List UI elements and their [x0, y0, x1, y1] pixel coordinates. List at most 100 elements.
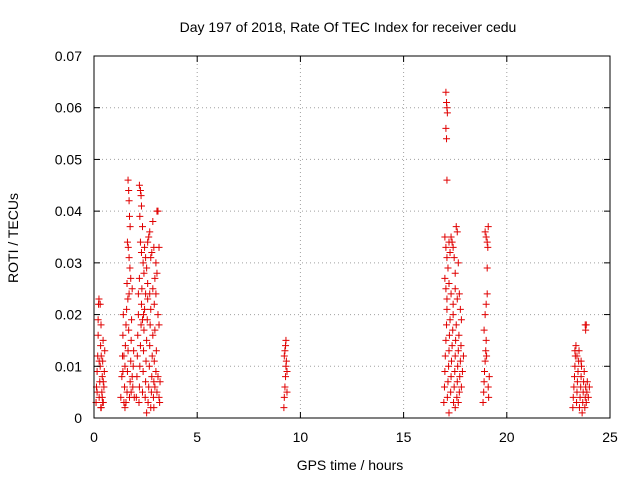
plot-frame: [93, 55, 611, 419]
data-point: [446, 249, 454, 257]
data-point: [283, 388, 291, 396]
data-point: [453, 393, 461, 401]
data-point: [442, 285, 450, 293]
x-tick-label: 5: [193, 429, 201, 445]
data-point: [118, 373, 126, 381]
data-point: [121, 342, 129, 350]
data-point: [146, 342, 154, 350]
y-tick-label: 0.04: [55, 203, 82, 219]
data-point: [456, 305, 464, 313]
data-point: [150, 357, 158, 365]
data-point: [445, 409, 453, 417]
data-point: [280, 404, 288, 412]
data-point: [443, 109, 451, 117]
data-point: [139, 259, 147, 267]
data-point: [141, 243, 149, 251]
data-point: [100, 383, 108, 391]
data-point: [136, 342, 144, 350]
data-point: [448, 342, 456, 350]
data-point: [454, 362, 462, 370]
data-point: [152, 367, 160, 375]
data-point: [446, 316, 454, 324]
data-point: [141, 305, 149, 313]
data-point: [483, 264, 491, 272]
data-point: [581, 404, 589, 412]
data-point: [454, 398, 462, 406]
data-point: [136, 362, 144, 370]
data-point: [97, 342, 105, 350]
data-point: [154, 207, 162, 215]
data-point: [282, 357, 290, 365]
data-point: [100, 367, 108, 375]
data-point: [125, 186, 133, 194]
data-point: [133, 352, 141, 360]
y-axis-label: ROTI / TECUs: [5, 193, 21, 283]
data-point: [281, 347, 289, 355]
data-point: [443, 135, 451, 143]
data-point: [125, 254, 133, 262]
data-point: [585, 383, 593, 391]
data-point: [124, 243, 132, 251]
data-point: [155, 393, 163, 401]
data-point: [126, 378, 134, 386]
y-tick-label: 0.07: [55, 48, 82, 64]
y-tick-label: 0.03: [55, 255, 82, 271]
data-point: [99, 378, 107, 386]
data-point: [125, 290, 133, 298]
data-point: [451, 352, 459, 360]
data-point: [485, 393, 493, 401]
data-point: [459, 352, 467, 360]
data-point: [127, 274, 135, 282]
data-point: [151, 326, 159, 334]
data-point: [142, 378, 150, 386]
data-point: [453, 228, 461, 236]
data-point: [281, 383, 289, 391]
data-point: [573, 352, 581, 360]
data-point: [94, 331, 102, 339]
data-point: [127, 388, 135, 396]
data-point: [447, 290, 455, 298]
data-point: [147, 254, 155, 262]
data-point: [156, 378, 164, 386]
data-point: [97, 321, 105, 329]
data-point: [449, 243, 457, 251]
data-point: [123, 305, 131, 313]
data-point: [97, 404, 105, 412]
data-point: [125, 326, 133, 334]
data-point: [139, 367, 147, 375]
data-point: [148, 373, 156, 381]
data-point: [127, 336, 135, 344]
data-point: [453, 295, 461, 303]
data-point: [156, 398, 164, 406]
data-point: [580, 367, 588, 375]
data-point: [480, 378, 488, 386]
data-point: [582, 326, 590, 334]
data-point: [150, 378, 158, 386]
data-point: [441, 274, 449, 282]
data-point: [480, 326, 488, 334]
data-point: [573, 388, 581, 396]
data-point: [139, 223, 147, 231]
data-point: [583, 388, 591, 396]
data-point: [570, 373, 578, 381]
data-point: [149, 217, 157, 225]
data-point: [140, 326, 148, 334]
data-point: [582, 321, 590, 329]
data-point: [578, 409, 586, 417]
data-point: [447, 357, 455, 365]
data-point: [121, 404, 129, 412]
data-point: [119, 331, 127, 339]
data-point: [582, 398, 590, 406]
data-point: [125, 197, 133, 205]
data-point: [135, 398, 143, 406]
data-point: [144, 280, 152, 288]
data-point: [449, 311, 457, 319]
data-point: [98, 373, 106, 381]
data-point: [150, 404, 158, 412]
data-point: [444, 378, 452, 386]
data-point: [455, 290, 463, 298]
data-point: [126, 264, 134, 272]
chart-title: Day 197 of 2018, Rate Of TEC Index for r…: [180, 19, 517, 35]
data-point: [450, 254, 458, 262]
